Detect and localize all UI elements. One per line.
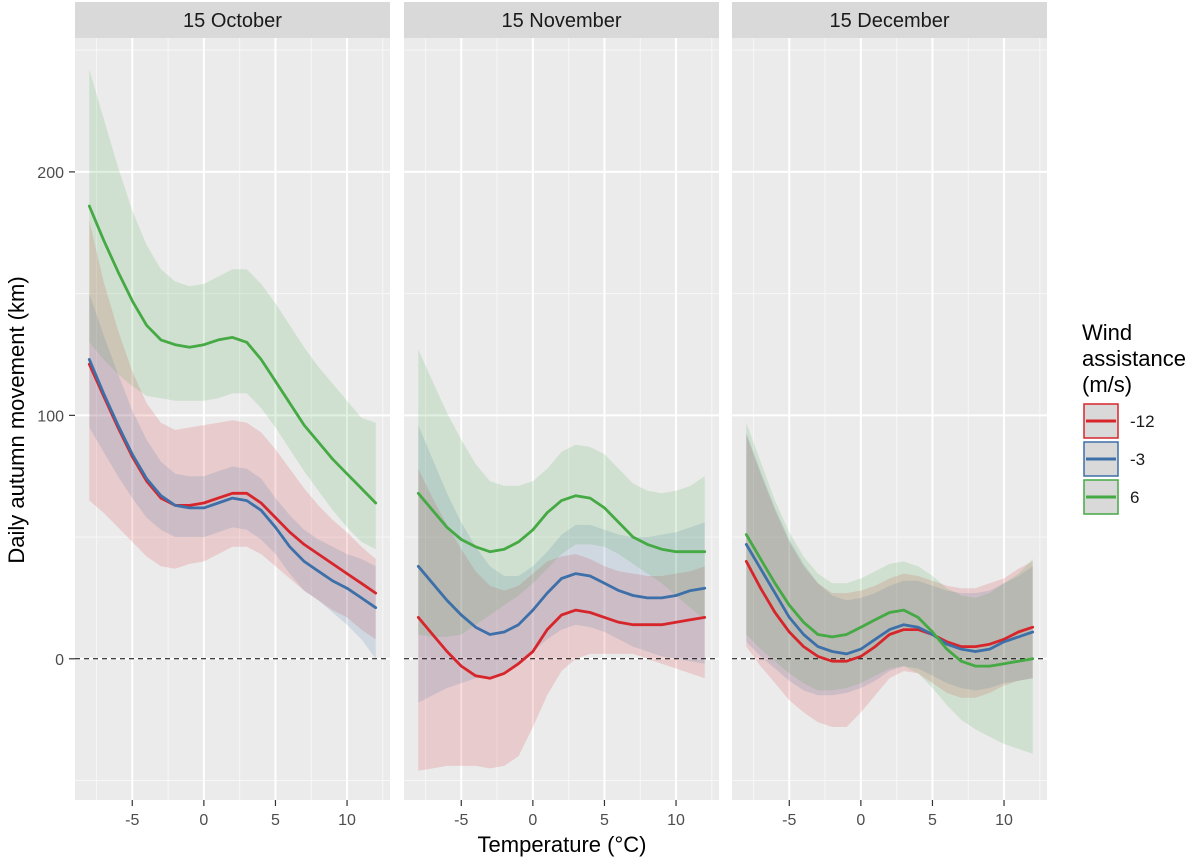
x-tick-label: 10 <box>667 812 685 829</box>
confidence-ribbon <box>418 468 705 771</box>
plot-background <box>75 38 390 800</box>
plot-background <box>404 38 719 800</box>
confidence-ribbon <box>746 434 1033 727</box>
y-tick-label: 100 <box>37 408 64 425</box>
x-tick-label: 10 <box>995 812 1013 829</box>
facet-strip <box>75 2 390 38</box>
confidence-ribbon <box>89 220 376 640</box>
x-tick-label: 5 <box>928 812 937 829</box>
x-tick-label: -5 <box>454 812 468 829</box>
series-line <box>416 608 707 680</box>
y-tick-label: 200 <box>37 165 64 182</box>
panels-layer: 15 October 15 November 15 December <box>75 2 1047 800</box>
confidence-ribbon <box>89 293 376 659</box>
facet-title: 15 December <box>829 10 949 32</box>
x-tick-label: 10 <box>338 812 356 829</box>
legend-entry: -12 <box>1083 403 1155 439</box>
x-tick-label: -5 <box>125 812 139 829</box>
confidence-ribbon <box>746 432 1033 696</box>
facet-panel: 15 October <box>75 2 390 800</box>
legend-title: Wind assistance (m/s) <box>1082 320 1192 397</box>
legend: Wind assistance (m/s) -12 -3 6 <box>1082 320 1192 515</box>
x-tick-label: 0 <box>199 812 208 829</box>
series-line <box>87 357 378 610</box>
series-line <box>416 564 707 636</box>
legend-label: -12 <box>1130 412 1155 431</box>
y-axis-title: Daily autumn movement (km) <box>4 276 29 563</box>
legend-entry: -3 <box>1083 441 1145 477</box>
legend-title-line-3: (m/s) <box>1082 372 1132 397</box>
legend-title-line-2: assistance <box>1082 346 1186 371</box>
series-line <box>744 560 1035 663</box>
x-tick-label: 0 <box>528 812 537 829</box>
x-tick-label: -5 <box>782 812 796 829</box>
legend-entries: -12 -3 6 <box>1083 403 1155 515</box>
facet-strip <box>732 2 1047 38</box>
y-tick-label: 0 <box>55 652 64 669</box>
facet-panel: 15 December <box>732 2 1047 800</box>
series-line <box>87 204 378 505</box>
plot-background <box>732 38 1047 800</box>
confidence-ribbon <box>89 69 376 550</box>
confidence-ribbon <box>418 349 705 637</box>
facet-strip <box>404 2 719 38</box>
x-tick-label: 5 <box>271 812 280 829</box>
legend-label: -3 <box>1130 450 1145 469</box>
x-tick-label: 5 <box>600 812 609 829</box>
legend-label: 6 <box>1130 488 1139 507</box>
facet-title: 15 October <box>183 10 282 32</box>
legend-title-line-1: Wind <box>1082 320 1132 345</box>
x-tick-label: 0 <box>856 812 865 829</box>
x-axis-title: Temperature (°C) <box>478 832 647 857</box>
facet-title: 15 November <box>501 10 621 32</box>
series-line <box>744 533 1035 668</box>
axes-layer: 0 100 200 -5 0 5 10 -5 0 5 10 -5 0 5 10 <box>37 165 1013 829</box>
series-line <box>744 543 1035 656</box>
legend-entry: 6 <box>1083 479 1139 515</box>
confidence-ribbon <box>746 422 1033 754</box>
facet-panel: 15 November <box>404 2 719 800</box>
series-line <box>416 491 707 554</box>
